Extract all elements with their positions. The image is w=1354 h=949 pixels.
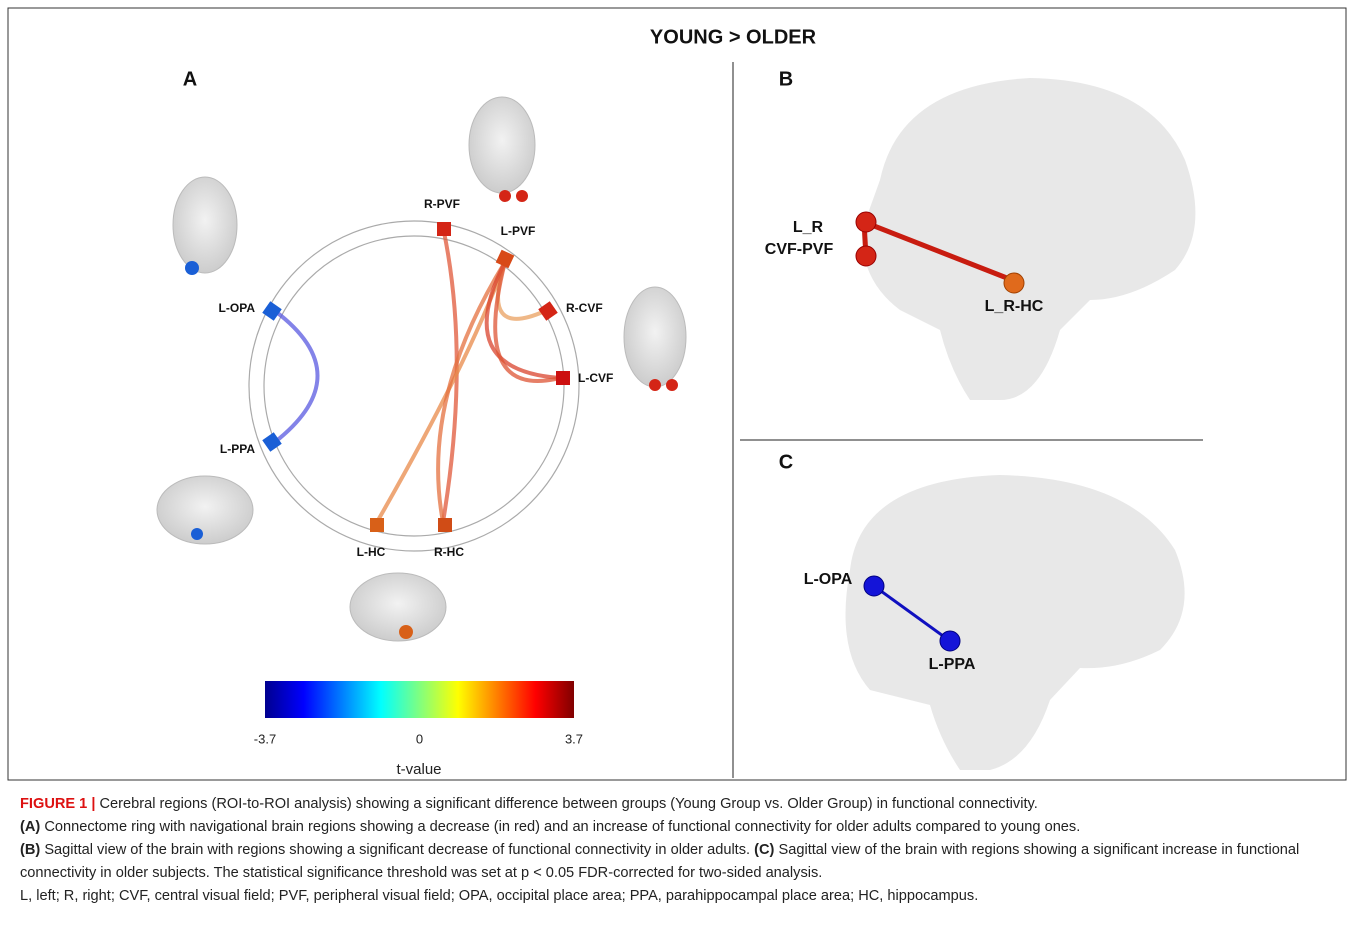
node-label: L-PVF (501, 224, 536, 238)
node-label: R-CVF (566, 301, 603, 315)
roi-dot (516, 190, 528, 202)
roi-dot (185, 261, 199, 275)
node (437, 222, 451, 236)
node (538, 301, 557, 320)
panel-letter: A (183, 68, 197, 90)
colorbar-tick-label: 0 (416, 731, 423, 746)
ring (249, 221, 579, 551)
link (498, 262, 545, 319)
brain-icon (350, 573, 446, 641)
roi-dot (666, 379, 678, 391)
brain-icon (157, 476, 253, 544)
caption-line: (A) Connectome ring with navigational br… (20, 816, 1340, 839)
link (377, 262, 505, 522)
figure-title: YOUNG > OLDER (650, 26, 817, 48)
region-label: L-OPA (804, 571, 853, 588)
page: YOUNG > OLDER A R-PVF L-PVF R-CVF L-CVF … (0, 0, 1354, 949)
brain-icon (173, 177, 237, 273)
node-label: L-HC (357, 545, 386, 559)
node (438, 518, 452, 532)
node (262, 432, 281, 451)
panel-letter: B (779, 68, 793, 90)
node-label: R-HC (434, 545, 464, 559)
node-label: L-PPA (220, 442, 255, 456)
node (556, 371, 570, 385)
caption: FIGURE 1 | Cerebral regions (ROI-to-ROI … (20, 793, 1340, 908)
caption-text: Sagittal view of the brain with regions … (44, 842, 750, 858)
colorbar-ticks: -3.7 0 3.7 (254, 731, 583, 746)
colorbar (265, 681, 574, 718)
colorbar-tick-label: -3.7 (254, 731, 276, 746)
link (275, 311, 318, 442)
node (370, 518, 384, 532)
caption-text: Cerebral regions (ROI-to-ROI analysis) s… (100, 796, 1038, 812)
region-label: L-PPA (929, 656, 976, 673)
node-label: L-CVF (578, 371, 613, 385)
caption-line: FIGURE 1 | Cerebral regions (ROI-to-ROI … (20, 793, 1340, 816)
region-label: CVF-PVF (765, 241, 834, 258)
colorbar-label: t-value (396, 761, 441, 778)
roi-dot (940, 631, 960, 651)
roi-dot (499, 190, 511, 202)
colorbar-tick-label: 3.7 (565, 731, 583, 746)
caption-text: Connectome ring with navigational brain … (44, 819, 1080, 835)
brain-icon (624, 287, 686, 387)
node-label: R-PVF (424, 197, 460, 211)
figure-label: FIGURE 1 | (20, 796, 95, 812)
brain-icons (157, 97, 686, 641)
roi-dot (856, 212, 876, 232)
roi-dot (399, 625, 413, 639)
roi-dot (1004, 273, 1024, 293)
link (495, 262, 560, 381)
roi-dot (864, 576, 884, 596)
roi-dot (191, 528, 203, 540)
brain-silhouette (846, 475, 1185, 770)
abbreviations: L, left; R, right; CVF, central visual f… (20, 888, 978, 904)
panel-letter: C (779, 451, 793, 473)
roi-dot (856, 246, 876, 266)
region-label: L_R (793, 219, 824, 236)
caption-line: L, left; R, right; CVF, central visual f… (20, 885, 1340, 908)
ring (264, 236, 564, 536)
links (275, 232, 560, 522)
roi-dot (649, 379, 661, 391)
part-label: (B) (20, 842, 40, 858)
brain-icon (469, 97, 535, 193)
part-label: (A) (20, 819, 40, 835)
nodes (262, 222, 570, 532)
node (262, 301, 281, 320)
part-label: (C) (754, 842, 774, 858)
node-label: L-OPA (219, 301, 256, 315)
caption-line: (B) Sagittal view of the brain with regi… (20, 839, 1340, 885)
region-label: L_R-HC (985, 298, 1044, 315)
